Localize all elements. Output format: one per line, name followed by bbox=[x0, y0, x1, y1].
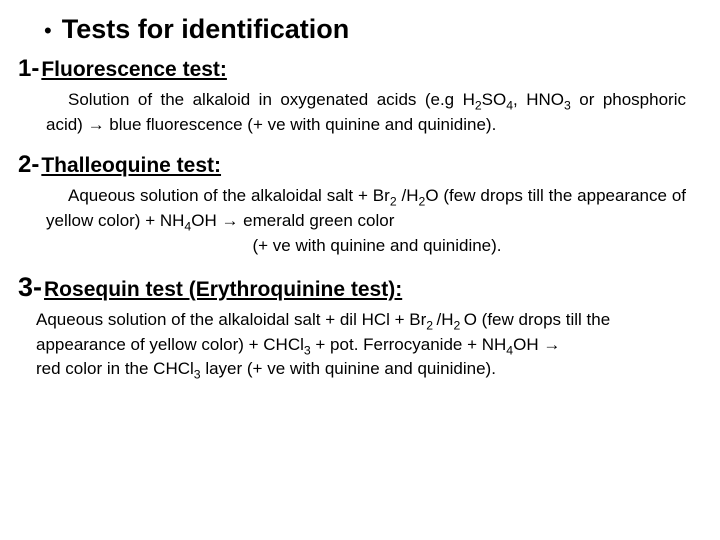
page-title: Tests for identification bbox=[62, 14, 350, 45]
section-number: 3- bbox=[18, 272, 42, 303]
section-heading: Fluorescence test: bbox=[41, 58, 227, 82]
sections-container: 1- Fluorescence test: Solution of the alk… bbox=[18, 55, 688, 383]
section-body: Aqueous solution of the alkaloidal salt … bbox=[36, 309, 686, 384]
section-heading: Thalleoquine test: bbox=[41, 154, 221, 178]
title-row: • Tests for identification bbox=[44, 14, 688, 45]
section-body: Solution of the alkaloid in oxygenated a… bbox=[46, 89, 686, 137]
subtitle-row: 3- Rosequin test (Erythroquinine test): bbox=[18, 272, 688, 303]
section-heading: Rosequin test (Erythroquinine test): bbox=[44, 278, 402, 302]
section-body: Aqueous solution of the alkaloidal salt … bbox=[46, 185, 686, 258]
bullet-icon: • bbox=[44, 20, 52, 42]
subtitle-row: 2- Thalleoquine test: bbox=[18, 151, 688, 179]
subtitle-row: 1- Fluorescence test: bbox=[18, 55, 688, 83]
section-number: 1- bbox=[18, 55, 39, 83]
section-number: 2- bbox=[18, 151, 39, 179]
